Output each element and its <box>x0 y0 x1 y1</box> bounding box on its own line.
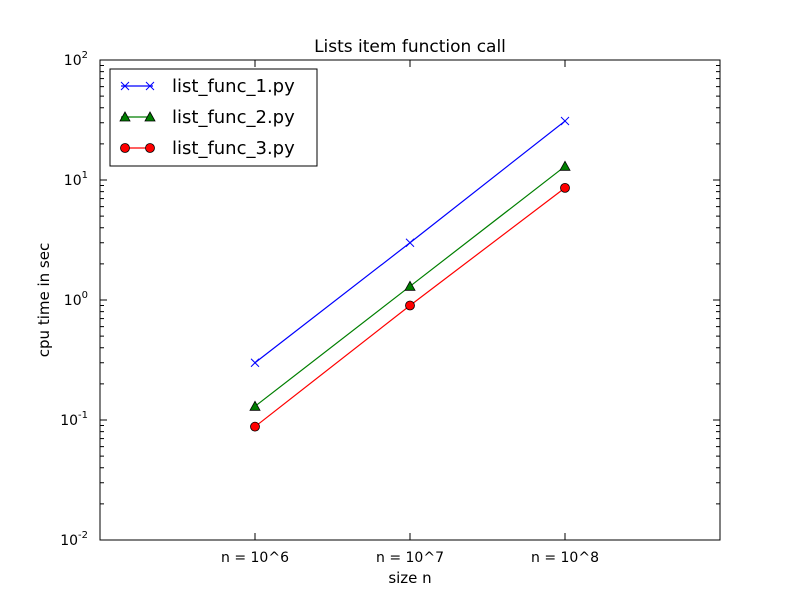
legend-label: list_func_2.py <box>172 107 295 128</box>
y-axis-label: cpu time in sec <box>35 243 53 357</box>
x-axis-label: size n <box>388 569 431 587</box>
legend-label: list_func_1.py <box>172 76 295 97</box>
data-point-x-marker <box>120 81 130 91</box>
x-axis-ticks: n = 10^6 n = 10^7 n = 10^8 <box>221 60 599 566</box>
plot-frame <box>99 59 721 541</box>
legend-entry: list_func_1.py <box>120 76 295 97</box>
series-3 <box>250 182 570 432</box>
data-point-circle-marker <box>250 421 260 432</box>
data-point-circle-marker <box>145 143 155 153</box>
legend: list_func_1.py list_func_2.py list_func_3.… <box>109 68 318 167</box>
data-point-triangle-marker <box>404 280 416 291</box>
data-point-x-marker <box>405 238 415 248</box>
series-layer <box>249 116 571 432</box>
x-tick-label: n = 10^7 <box>376 550 444 566</box>
legend-entry: list_func_3.py <box>120 138 295 159</box>
series-1 <box>250 116 570 368</box>
y-tick-label: 100 <box>64 290 88 309</box>
data-point-triangle-marker <box>559 160 571 171</box>
y-axis-ticks: 10-2 10-1 100 101 102 <box>60 50 720 549</box>
data-point-x-marker <box>250 358 260 368</box>
x-tick-label: n = 10^8 <box>531 550 599 566</box>
y-tick-label: 102 <box>64 50 88 69</box>
data-point-triangle-marker <box>249 400 261 411</box>
legend-entry: list_func_2.py <box>119 107 295 128</box>
data-point-circle-marker <box>120 143 130 153</box>
legend-label: list_func_3.py <box>172 138 295 159</box>
y-tick-label: 10-2 <box>60 530 88 549</box>
data-point-triangle-marker <box>144 111 156 122</box>
y-tick-label: 101 <box>64 170 88 189</box>
x-tick-label: n = 10^6 <box>221 550 289 566</box>
data-point-circle-marker <box>405 300 415 311</box>
data-point-circle-marker <box>560 182 570 193</box>
chart-title: Lists item function call <box>314 37 506 57</box>
data-point-triangle-marker <box>119 111 131 122</box>
y-tick-label: 10-1 <box>60 410 88 429</box>
data-point-x-marker <box>560 116 570 126</box>
series-2 <box>249 160 571 411</box>
data-point-x-marker <box>145 81 155 91</box>
